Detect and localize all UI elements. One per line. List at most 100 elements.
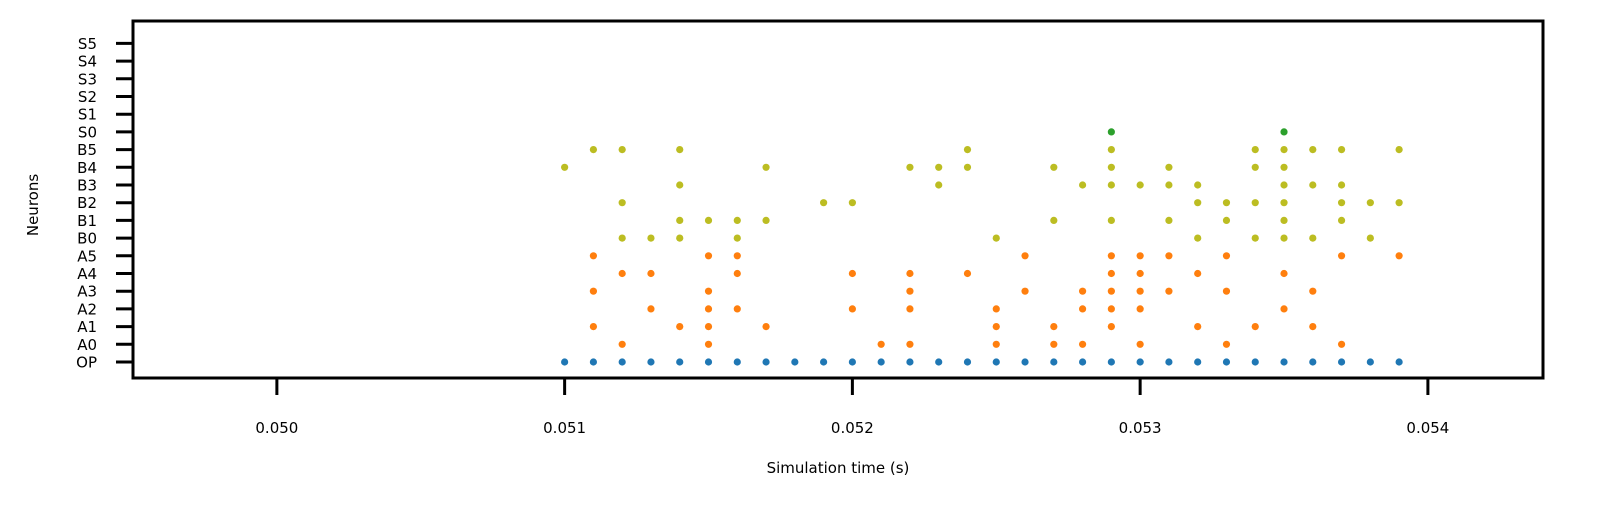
x-tick-label-3: 0.053 bbox=[1119, 419, 1162, 437]
spike-a3 bbox=[1021, 287, 1029, 295]
spike-op bbox=[589, 358, 598, 366]
spike-op bbox=[618, 358, 626, 366]
spike-a1 bbox=[1194, 323, 1202, 331]
spike-a5 bbox=[1222, 252, 1231, 260]
spike-op bbox=[848, 358, 856, 366]
spike-b0 bbox=[647, 234, 655, 242]
spike-op bbox=[1136, 358, 1144, 366]
spike-a5 bbox=[1165, 252, 1173, 260]
spike-a4 bbox=[848, 269, 856, 278]
spike-op bbox=[1165, 358, 1173, 366]
y-tick-label-b5: B5 bbox=[77, 141, 97, 159]
y-tick-label-a5: A5 bbox=[77, 247, 97, 265]
spike-a4 bbox=[1194, 269, 1202, 278]
spike-b1 bbox=[676, 216, 684, 224]
spike-a3 bbox=[1107, 287, 1115, 295]
spike-b4 bbox=[1107, 163, 1115, 171]
spike-a0 bbox=[906, 340, 914, 348]
spike-a3 bbox=[1136, 287, 1144, 295]
spike-op bbox=[906, 358, 914, 366]
spike-a5 bbox=[733, 252, 741, 260]
spike-b0 bbox=[1194, 234, 1202, 242]
spike-op bbox=[1337, 358, 1346, 366]
spike-a2 bbox=[1280, 305, 1288, 313]
spike-a0 bbox=[1337, 340, 1346, 348]
spike-a1 bbox=[589, 323, 598, 331]
spike-a3 bbox=[906, 287, 914, 295]
spike-b2 bbox=[1337, 199, 1346, 207]
spike-a3 bbox=[1078, 287, 1087, 295]
spike-a2 bbox=[733, 305, 741, 313]
spike-a0 bbox=[877, 340, 885, 348]
spike-op bbox=[1251, 358, 1259, 366]
spike-a3 bbox=[589, 287, 598, 295]
spike-a1 bbox=[676, 323, 684, 331]
y-tick-label-a3: A3 bbox=[77, 283, 97, 301]
x-axis-title: Simulation time (s) bbox=[767, 459, 910, 477]
spike-b5 bbox=[618, 146, 626, 154]
spike-a0 bbox=[1078, 340, 1087, 348]
spike-a0 bbox=[1050, 340, 1058, 348]
spike-a1 bbox=[1050, 323, 1058, 331]
spike-b4 bbox=[1251, 163, 1259, 171]
spike-a2 bbox=[1078, 305, 1087, 313]
spike-b2 bbox=[1280, 199, 1288, 207]
spike-b5 bbox=[589, 146, 598, 154]
spike-b3 bbox=[1309, 181, 1317, 189]
spike-b2 bbox=[618, 199, 626, 207]
spike-b2 bbox=[1366, 199, 1374, 207]
spike-b1 bbox=[1337, 216, 1346, 224]
spike-b3 bbox=[1107, 181, 1115, 189]
spike-b3 bbox=[676, 181, 684, 189]
spike-a5 bbox=[704, 252, 713, 260]
spike-a4 bbox=[906, 269, 914, 278]
spike-op bbox=[877, 358, 885, 366]
spike-op bbox=[561, 358, 569, 366]
spike-b5 bbox=[1395, 146, 1403, 154]
spike-s0 bbox=[1107, 128, 1115, 136]
spike-b1 bbox=[762, 216, 770, 224]
spike-b4 bbox=[762, 163, 770, 171]
spike-a4 bbox=[618, 269, 626, 278]
spike-b3 bbox=[1280, 181, 1288, 189]
spike-a4 bbox=[647, 269, 655, 278]
spike-a0 bbox=[1222, 340, 1231, 348]
spike-op bbox=[1050, 358, 1058, 366]
spike-b4 bbox=[1050, 163, 1058, 171]
spike-b2 bbox=[820, 199, 828, 207]
spike-a5 bbox=[1107, 252, 1115, 260]
spike-op bbox=[820, 358, 828, 366]
x-tick-label-1: 0.051 bbox=[543, 419, 586, 437]
spike-a2 bbox=[848, 305, 856, 313]
spike-a2 bbox=[906, 305, 914, 313]
spike-b0 bbox=[733, 234, 741, 242]
y-tick-label-s0: S0 bbox=[78, 123, 97, 141]
x-tick-label-0: 0.050 bbox=[255, 419, 298, 437]
spike-markers bbox=[561, 128, 1403, 366]
y-tick-label-b0: B0 bbox=[77, 230, 97, 248]
spike-a2 bbox=[1136, 305, 1144, 313]
spike-a1 bbox=[1251, 323, 1259, 331]
spike-b4 bbox=[561, 163, 569, 171]
spike-op bbox=[1280, 358, 1288, 366]
spike-b3 bbox=[935, 181, 943, 189]
spike-s0 bbox=[1280, 128, 1288, 136]
spike-a3 bbox=[704, 287, 713, 295]
spike-b0 bbox=[676, 234, 684, 242]
y-tick-label-a1: A1 bbox=[77, 318, 97, 336]
spike-op bbox=[1222, 358, 1231, 366]
spike-a0 bbox=[992, 340, 1000, 348]
spike-op bbox=[992, 358, 1000, 366]
spike-a2 bbox=[1107, 305, 1115, 313]
spike-a4 bbox=[1280, 269, 1288, 278]
spike-b0 bbox=[1280, 234, 1288, 242]
spike-a5 bbox=[1395, 252, 1403, 260]
spike-op bbox=[935, 358, 943, 366]
spike-b5 bbox=[1280, 146, 1288, 154]
spike-a5 bbox=[1337, 252, 1346, 260]
y-tick-label-b4: B4 bbox=[77, 159, 97, 177]
spike-a2 bbox=[992, 305, 1000, 313]
spike-op bbox=[762, 358, 770, 366]
y-tick-label-s1: S1 bbox=[78, 106, 97, 124]
